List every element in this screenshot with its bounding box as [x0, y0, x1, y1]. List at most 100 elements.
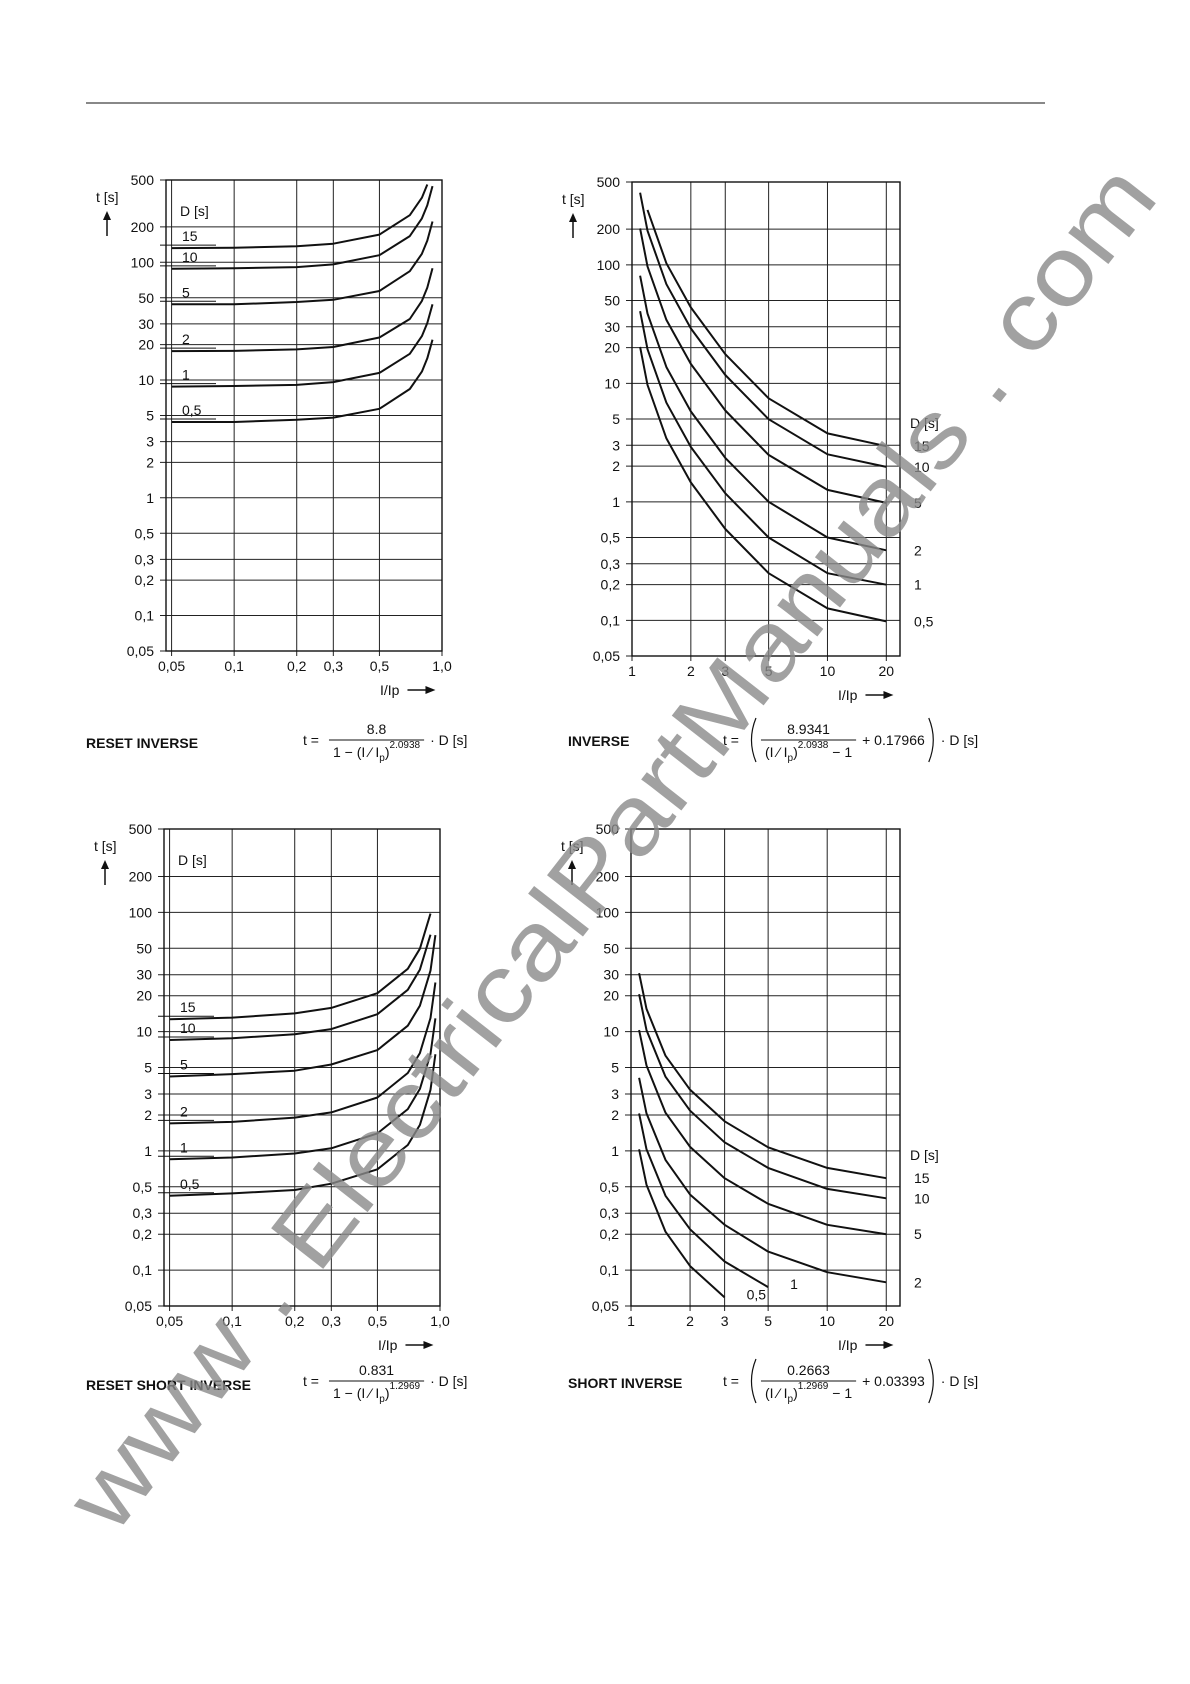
- x-arrow-head: [883, 1341, 894, 1349]
- series-label: 15: [914, 1170, 930, 1186]
- formula-pre: 1 − (I ⁄ I: [333, 1385, 379, 1401]
- y-tick-label: 30: [136, 967, 152, 983]
- formula-addend: + 0.03393: [862, 1373, 925, 1389]
- series-label: 10: [180, 1020, 196, 1036]
- y-tick-label: 0,05: [127, 643, 154, 659]
- curve: [639, 275, 887, 552]
- x-tick-label: 0,5: [370, 658, 390, 674]
- chart-title: INVERSE: [568, 733, 629, 749]
- x-axis-label: I/Ip: [838, 1337, 858, 1353]
- x-tick-label: 0,05: [158, 658, 185, 674]
- formula-addend: + 0.17966: [862, 732, 925, 748]
- curve: [639, 346, 887, 623]
- x-tick-label: 0,1: [222, 1313, 242, 1329]
- series-label: 10: [182, 249, 198, 265]
- x-axis-label: I/Ip: [378, 1337, 398, 1353]
- series-label: 5: [180, 1057, 188, 1073]
- y-tick-label: 10: [603, 1024, 619, 1040]
- y-tick-label: 200: [596, 868, 620, 884]
- formula-sup: 1.2969: [390, 1381, 421, 1392]
- formula-tail: · D [s]: [941, 1373, 978, 1389]
- formula-denominator: 1 − (I ⁄ Ip)2.0938: [333, 740, 421, 764]
- series-label: 2: [914, 542, 922, 558]
- formula-pre: (I ⁄ I: [765, 744, 788, 760]
- y-tick-label: 5: [146, 408, 154, 424]
- y-tick-label: 0,05: [592, 1298, 619, 1314]
- x-tick-label: 3: [721, 663, 729, 679]
- y-tick-label: 2: [612, 458, 620, 474]
- formula-pre: (I ⁄ I: [765, 1385, 788, 1401]
- plot-frame: [163, 828, 441, 1307]
- y-tick-label: 0,3: [133, 1205, 153, 1221]
- formula-sup: 2.0938: [390, 740, 421, 751]
- formula-close: ): [385, 744, 390, 760]
- y-arrow-head: [101, 860, 109, 869]
- y-tick-label: 100: [596, 904, 620, 920]
- curve: [638, 972, 887, 1180]
- y-tick-label: 20: [603, 988, 619, 1004]
- y-tick-label: 50: [603, 940, 619, 956]
- series-label: 5: [914, 1226, 922, 1242]
- x-axis-label: I/Ip: [838, 687, 858, 703]
- y-tick-label: 200: [131, 219, 155, 235]
- legend-title: D [s]: [178, 852, 207, 868]
- paren: [928, 1358, 934, 1404]
- series-label: 5: [914, 495, 922, 511]
- x-axis-label: I/Ip: [380, 682, 400, 698]
- series-label: 10: [914, 1190, 930, 1206]
- formula-sub: p: [379, 753, 385, 764]
- formula-tail: · D [s]: [941, 732, 978, 748]
- chart-title: RESET SHORT INVERSE: [86, 1377, 251, 1393]
- formula-sub: p: [379, 1394, 385, 1405]
- curve: [171, 221, 434, 306]
- formula-numerator: 8.9341: [787, 721, 830, 737]
- paren: [750, 1358, 757, 1404]
- series-label: 1: [914, 577, 922, 593]
- curve: [639, 311, 887, 586]
- y-tick-label: 30: [603, 967, 619, 983]
- x-tick-label: 0,3: [324, 658, 344, 674]
- x-tick-label: 20: [879, 663, 895, 679]
- x-arrow-head: [423, 1341, 434, 1349]
- y-tick-label: 1: [611, 1143, 619, 1159]
- x-tick-label: 1: [627, 1313, 635, 1329]
- series-label: 10: [914, 459, 930, 475]
- curve: [646, 209, 887, 448]
- y-tick-label: 1: [612, 494, 620, 510]
- series-label: 1: [180, 1139, 188, 1155]
- formula-lhs: t =: [723, 1373, 739, 1389]
- x-tick-label: 5: [765, 663, 773, 679]
- legend-title: D [s]: [180, 203, 209, 219]
- y-tick-label: 3: [144, 1086, 152, 1102]
- formula-numerator: 8.8: [367, 721, 387, 737]
- x-tick-label: 0,2: [287, 658, 307, 674]
- series-label: 15: [180, 999, 196, 1015]
- y-arrow-head: [103, 211, 111, 220]
- y-tick-label: 10: [138, 372, 154, 388]
- curve: [169, 1018, 437, 1161]
- curve: [169, 934, 432, 1041]
- curve: [638, 993, 887, 1200]
- formula-close: ): [385, 1385, 390, 1401]
- x-tick-label: 1: [628, 663, 636, 679]
- series-label: 5: [182, 284, 190, 300]
- chart-title: SHORT INVERSE: [568, 1375, 682, 1391]
- series-label: 15: [914, 438, 930, 454]
- formula-sup: 2.0938: [798, 740, 829, 751]
- x-tick-label: 0,1: [224, 658, 244, 674]
- series-label: 2: [914, 1274, 922, 1290]
- formula-pre: 1 − (I ⁄ I: [333, 744, 379, 760]
- plot-frame: [165, 179, 443, 652]
- curve: [639, 192, 887, 468]
- formula-denominator: (I ⁄ Ip)1.2969 − 1: [765, 1381, 852, 1405]
- formula-lhs: t =: [303, 732, 319, 748]
- y-axis-label: t [s]: [562, 191, 585, 207]
- formula-numerator: 0.2663: [787, 1362, 830, 1378]
- y-tick-label: 1: [146, 490, 154, 506]
- legend-title: D [s]: [910, 415, 939, 431]
- y-tick-label: 500: [131, 172, 155, 188]
- y-tick-label: 10: [136, 1024, 152, 1040]
- y-tick-label: 0,2: [135, 572, 155, 588]
- y-tick-label: 0,1: [600, 1262, 620, 1278]
- x-tick-label: 2: [687, 663, 695, 679]
